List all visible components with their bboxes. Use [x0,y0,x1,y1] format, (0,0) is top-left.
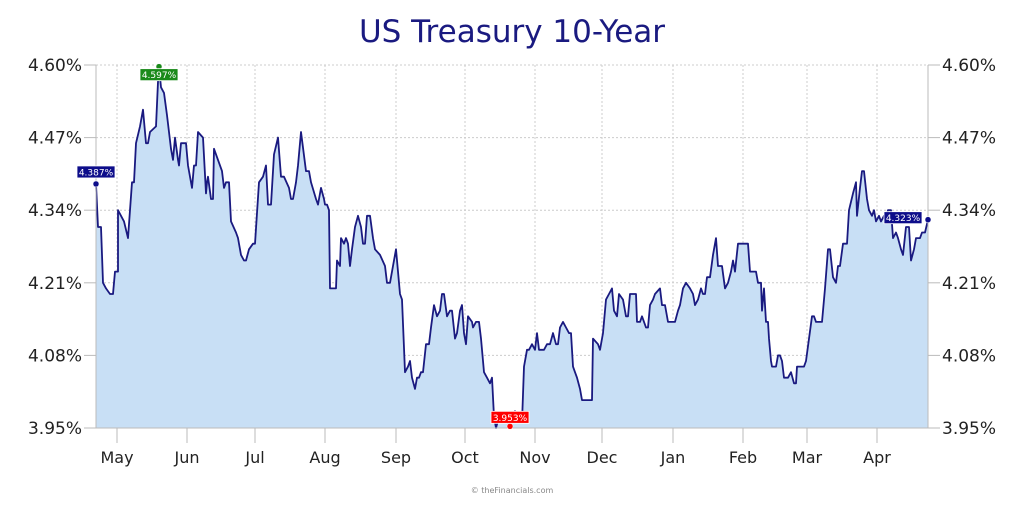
svg-text:4.60%: 4.60% [28,56,82,76]
chart-title: US Treasury 10-Year [358,14,666,50]
svg-text:Dec: Dec [587,448,618,467]
svg-text:Mar: Mar [792,448,823,467]
y-axis-right: 4.60% 4.47% 4.34% 4.21% 4.08% 3.95% [928,56,996,439]
svg-text:4.323%: 4.323% [886,214,921,224]
y-axis-left: 4.60% 4.47% 4.34% 4.21% 4.08% 3.95% [28,56,96,439]
svg-text:Oct: Oct [451,448,479,467]
svg-text:4.34%: 4.34% [942,201,996,221]
svg-text:Feb: Feb [729,448,757,467]
svg-text:4.34%: 4.34% [28,201,82,221]
svg-text:3.953%: 3.953% [493,414,528,424]
svg-text:Jan: Jan [660,448,686,467]
svg-text:4.60%: 4.60% [942,56,996,76]
svg-text:May: May [100,448,133,467]
svg-text:Aug: Aug [309,448,340,467]
svg-text:Sep: Sep [381,448,411,467]
x-axis: May Jun Jul Aug Sep Oct Nov Dec Jan Feb Mar Apr [100,428,891,467]
svg-text:4.21%: 4.21% [28,274,82,294]
svg-text:4.387%: 4.387% [79,168,114,178]
svg-text:3.95%: 3.95% [28,419,82,439]
svg-text:4.47%: 4.47% [942,129,996,149]
svg-text:4.08%: 4.08% [942,346,996,366]
svg-text:Jul: Jul [244,448,264,467]
svg-text:Nov: Nov [519,448,550,467]
svg-text:4.47%: 4.47% [28,129,82,149]
svg-text:4.597%: 4.597% [142,71,177,81]
svg-text:Jun: Jun [174,448,200,467]
svg-text:4.08%: 4.08% [28,346,82,366]
copyright-credit: © theFinancials.com [470,486,554,495]
svg-text:4.21%: 4.21% [942,274,996,294]
svg-text:3.95%: 3.95% [942,419,996,439]
value-annotations: 4.387% 4.597% 3.953% 4.323% [76,63,932,430]
svg-text:Apr: Apr [863,448,891,467]
area-fill [96,66,928,428]
